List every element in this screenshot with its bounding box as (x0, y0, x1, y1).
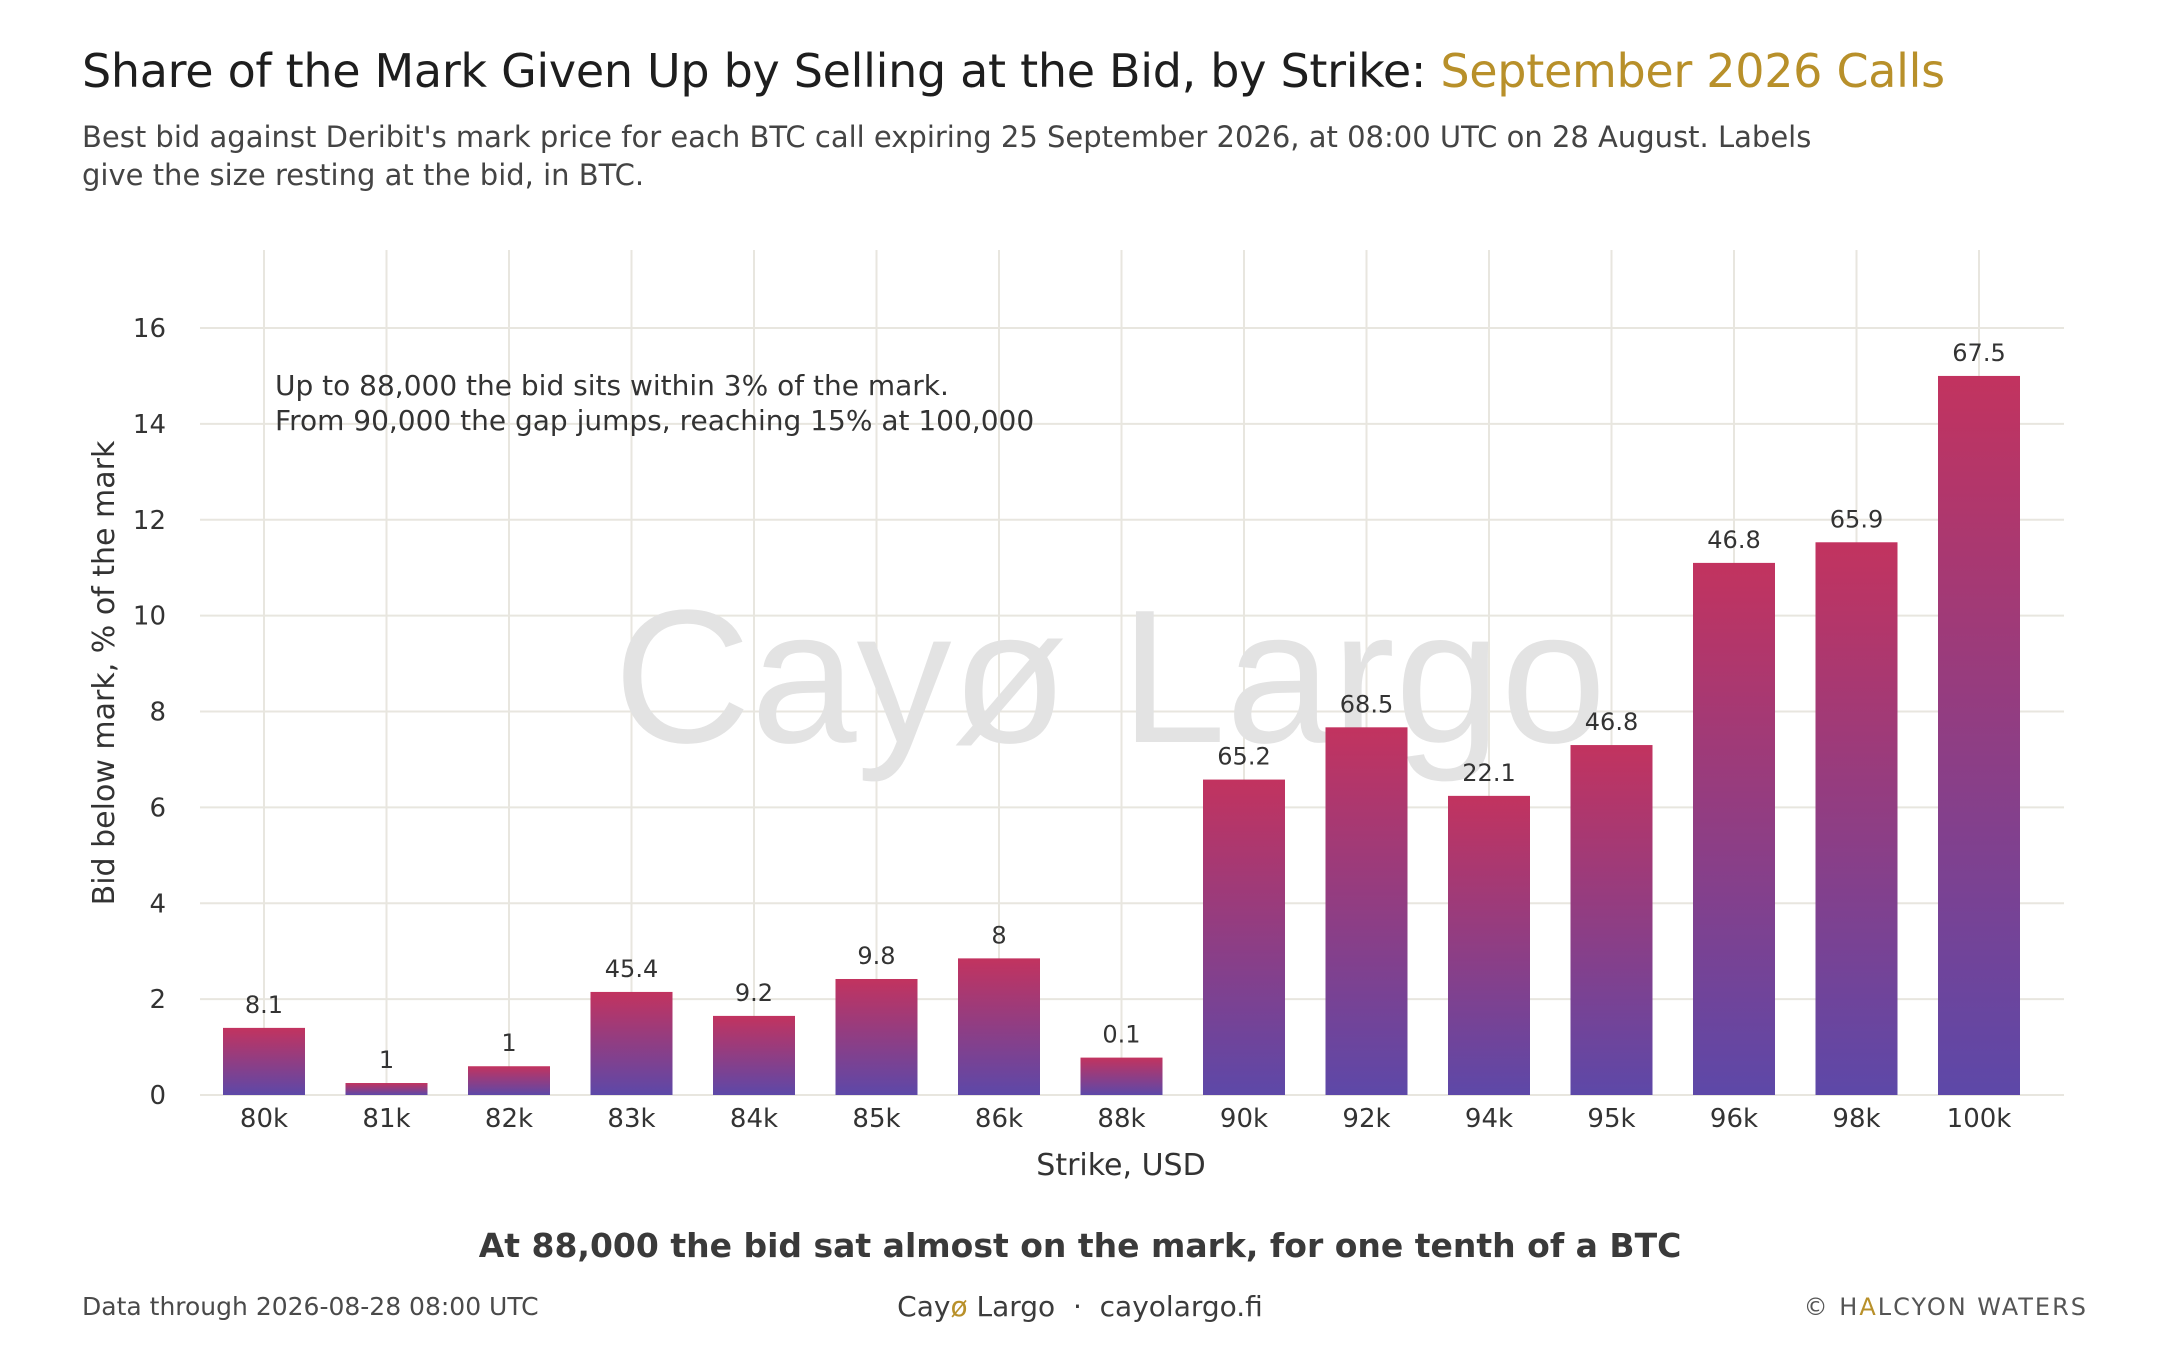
title-accent: September 2026 Calls (1440, 44, 1945, 98)
y-tick-label: 16 (133, 314, 166, 344)
bar-label-88k: 0.1 (1102, 1021, 1140, 1049)
copyright-post: LCYON WATERS (1877, 1293, 2088, 1321)
bar-label-92k: 68.5 (1340, 690, 1393, 718)
brand-post: Largo · cayolargo.fi (967, 1290, 1263, 1323)
y-tick-label: 10 (133, 602, 166, 632)
chart-subtitle: Best bid against Deribit's mark price fo… (82, 120, 1812, 192)
x-tick-label: 84k (730, 1104, 778, 1134)
copyright-pre: © H (1803, 1293, 1860, 1321)
bar-86k (958, 958, 1040, 1095)
data-through-note: Data through 2026-08-28 08:00 UTC (82, 1292, 539, 1321)
bar-label-98k: 65.9 (1830, 505, 1883, 533)
x-tick-label: 85k (852, 1104, 900, 1134)
y-axis-title: Bid below mark, % of the mark (87, 440, 122, 905)
chart-caption: At 88,000 the bid sat almost on the mark… (478, 1226, 1682, 1265)
x-tick-label: 82k (485, 1104, 533, 1134)
bar-label-81k: 1 (379, 1046, 394, 1074)
x-tick-label: 83k (607, 1104, 655, 1134)
x-tick-label: 95k (1587, 1104, 1635, 1134)
bar-95k (1570, 745, 1653, 1095)
bar-label-94k: 22.1 (1462, 759, 1515, 787)
brand-oslash: ø (950, 1290, 968, 1323)
y-tick-label: 2 (149, 985, 166, 1015)
bar-label-95k: 46.8 (1585, 708, 1638, 736)
watermark: Cayø Largo (614, 571, 1607, 783)
bar-label-83k: 45.4 (605, 955, 658, 983)
title-main: Share of the Mark Given Up by Selling at… (82, 44, 1441, 98)
bars (223, 375, 2020, 1095)
x-tick-label: 100k (1947, 1104, 2012, 1134)
bar-82k (468, 1066, 550, 1095)
bar-83k (590, 991, 673, 1095)
brand-pre: Cay (897, 1290, 951, 1323)
bar-label-100k: 67.5 (1952, 339, 2005, 367)
bar-92k (1325, 727, 1408, 1095)
bar-84k (713, 1015, 795, 1095)
bar-94k (1448, 795, 1530, 1095)
x-tick-label: 81k (362, 1104, 410, 1134)
bar-label-80k: 8.1 (245, 991, 283, 1019)
bar-labels: 8.1 1 1 45.4 9.2 9.8 8 0.1 65.2 68.5 22.1 46.8 46.8 6… (245, 339, 2006, 1074)
x-tick-label: 80k (240, 1104, 288, 1134)
y-tick-label: 6 (149, 793, 166, 823)
bar-80k (223, 1027, 305, 1095)
y-tick-label: 4 (149, 889, 166, 919)
copyright: © HALCYON WATERS (1804, 1293, 2088, 1321)
bar-chart: Cayø Largo 8.11145.49.29.880.165.268.522… (87, 250, 2064, 1183)
bar-label-84k: 9.2 (735, 979, 773, 1007)
bar-98k (1815, 542, 1898, 1095)
x-axis-title: Strike, USD (1036, 1148, 1205, 1183)
x-tick-label: 90k (1220, 1104, 1268, 1134)
bar-label-82k: 1 (501, 1029, 516, 1057)
x-tick-label: 94k (1465, 1104, 1513, 1134)
bar-label-86k: 8 (991, 921, 1006, 949)
x-tick-label: 86k (975, 1104, 1023, 1134)
x-axis: 80k 81k 82k 83k 84k 85k 86k 88k 90k 92k 94k 95k 96k 9… (240, 1104, 2011, 1134)
bar-96k (1693, 562, 1775, 1095)
y-tick-label: 12 (133, 506, 166, 536)
bar-90k (1203, 779, 1285, 1095)
chart-title: Share of the Mark Given Up by Selling at… (82, 44, 1945, 98)
bar-label-90k: 65.2 (1217, 743, 1270, 771)
x-tick-label: 98k (1832, 1104, 1880, 1134)
bar-81k (345, 1083, 428, 1095)
annotation-line-1: Up to 88,000 the bid sits within 3% of t… (275, 369, 949, 402)
y-tick-label: 0 (149, 1081, 166, 1111)
x-tick-label: 96k (1710, 1104, 1758, 1134)
bar-100k (1938, 375, 2020, 1095)
y-axis: 0 2 4 6 8 10 12 14 16 (133, 314, 166, 1111)
y-tick-label: 8 (149, 698, 166, 728)
bar-label-85k: 9.8 (857, 942, 895, 970)
x-tick-label: 92k (1342, 1104, 1390, 1134)
annotation-line-2: From 90,000 the gap jumps, reaching 15% … (275, 404, 1034, 437)
brand-footer: Cayø Largo · cayolargo.fi (0, 1290, 2160, 1323)
copyright-accent: A (1859, 1293, 1878, 1321)
y-tick-label: 14 (133, 410, 166, 440)
x-tick-label: 88k (1097, 1104, 1145, 1134)
bar-label-96k: 46.8 (1707, 526, 1760, 554)
bar-85k (835, 978, 918, 1095)
bar-88k (1080, 1057, 1163, 1095)
